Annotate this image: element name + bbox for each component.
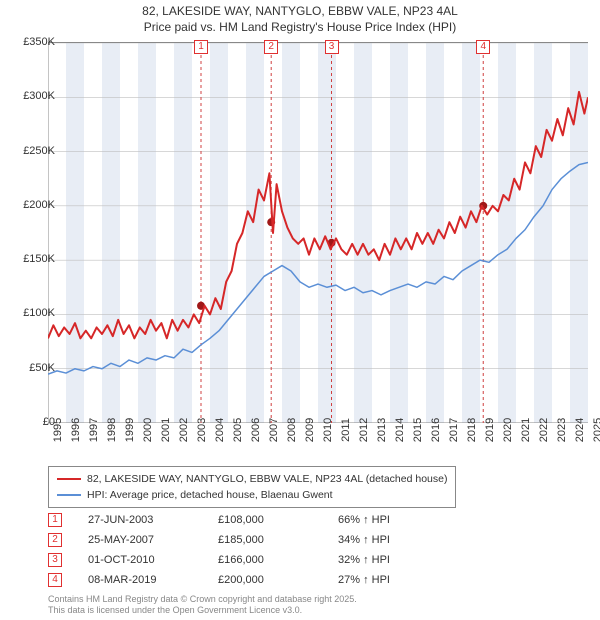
sale-price-1: £108,000 <box>218 514 338 526</box>
attribution-line-1: Contains HM Land Registry data © Crown c… <box>48 594 357 605</box>
legend-label-price-paid: 82, LAKESIDE WAY, NANTYGLO, EBBW VALE, N… <box>87 473 447 485</box>
sale-price-3: £166,000 <box>218 554 338 566</box>
sale-marker-1: 1 <box>48 513 62 527</box>
sale-marker-box: 1 <box>194 40 208 54</box>
x-tick-label: 1999 <box>124 418 136 442</box>
y-tick-label: £100K <box>23 307 55 319</box>
x-tick-label: 2011 <box>340 418 352 442</box>
sale-row-3: 3 01-OCT-2010 £166,000 32% ↑ HPI <box>48 550 438 570</box>
legend-item-price-paid: 82, LAKESIDE WAY, NANTYGLO, EBBW VALE, N… <box>57 471 447 487</box>
sale-date-2: 25-MAY-2007 <box>88 534 218 546</box>
x-tick-label: 2010 <box>322 418 334 442</box>
sale-marker-2: 2 <box>48 533 62 547</box>
x-tick-label: 2015 <box>412 418 424 442</box>
attribution-line-2: This data is licensed under the Open Gov… <box>48 605 357 616</box>
y-tick-label: £250K <box>23 145 55 157</box>
sale-marker-box: 4 <box>476 40 490 54</box>
x-tick-label: 2016 <box>430 418 442 442</box>
sale-pct-3: 32% ↑ HPI <box>338 554 438 566</box>
x-tick-label: 2013 <box>376 418 388 442</box>
x-tick-label: 1998 <box>106 418 118 442</box>
x-tick-label: 1995 <box>52 418 64 442</box>
x-tick-label: 2007 <box>268 418 280 442</box>
sale-marker-4: 4 <box>48 573 62 587</box>
x-tick-label: 2001 <box>160 418 172 442</box>
y-tick-label: £300K <box>23 90 55 102</box>
x-tick-label: 2020 <box>502 418 514 442</box>
title-line-2: Price paid vs. HM Land Registry's House … <box>0 20 600 36</box>
x-tick-label: 2012 <box>358 418 370 442</box>
y-tick-label: £200K <box>23 199 55 211</box>
x-tick-label: 2002 <box>178 418 190 442</box>
x-tick-label: 2023 <box>556 418 568 442</box>
chart-container: 82, LAKESIDE WAY, NANTYGLO, EBBW VALE, N… <box>0 0 600 620</box>
x-tick-label: 2021 <box>520 418 532 442</box>
sale-date-1: 27-JUN-2003 <box>88 514 218 526</box>
sale-marker-box: 2 <box>264 40 278 54</box>
legend-swatch-price-paid <box>57 478 81 481</box>
legend-label-hpi: HPI: Average price, detached house, Blae… <box>87 489 333 501</box>
sale-date-4: 08-MAR-2019 <box>88 574 218 586</box>
y-tick-label: £350K <box>23 36 55 48</box>
x-tick-label: 2009 <box>304 418 316 442</box>
title-block: 82, LAKESIDE WAY, NANTYGLO, EBBW VALE, N… <box>0 0 600 37</box>
x-tick-label: 2019 <box>484 418 496 442</box>
x-tick-label: 2025 <box>592 418 600 442</box>
sale-row-1: 1 27-JUN-2003 £108,000 66% ↑ HPI <box>48 510 438 530</box>
x-tick-label: 1997 <box>88 418 100 442</box>
chart-plot-area <box>48 42 588 422</box>
sales-table: 1 27-JUN-2003 £108,000 66% ↑ HPI 2 25-MA… <box>48 510 438 590</box>
legend-box: 82, LAKESIDE WAY, NANTYGLO, EBBW VALE, N… <box>48 466 456 508</box>
x-tick-label: 2000 <box>142 418 154 442</box>
x-tick-label: 2003 <box>196 418 208 442</box>
sale-date-3: 01-OCT-2010 <box>88 554 218 566</box>
y-tick-label: £50K <box>29 362 55 374</box>
sale-marker-3: 3 <box>48 553 62 567</box>
sale-price-4: £200,000 <box>218 574 338 586</box>
sale-price-2: £185,000 <box>218 534 338 546</box>
x-tick-label: 2024 <box>574 418 586 442</box>
legend-item-hpi: HPI: Average price, detached house, Blae… <box>57 487 447 503</box>
title-line-1: 82, LAKESIDE WAY, NANTYGLO, EBBW VALE, N… <box>0 4 600 20</box>
sale-pct-1: 66% ↑ HPI <box>338 514 438 526</box>
sale-row-2: 2 25-MAY-2007 £185,000 34% ↑ HPI <box>48 530 438 550</box>
x-tick-label: 1996 <box>70 418 82 442</box>
sale-pct-2: 34% ↑ HPI <box>338 534 438 546</box>
sale-marker-box: 3 <box>325 40 339 54</box>
x-tick-label: 2022 <box>538 418 550 442</box>
sale-pct-4: 27% ↑ HPI <box>338 574 438 586</box>
chart-svg <box>48 43 588 423</box>
x-tick-label: 2004 <box>214 418 226 442</box>
legend-swatch-hpi <box>57 494 81 496</box>
x-tick-label: 2014 <box>394 418 406 442</box>
x-tick-label: 2017 <box>448 418 460 442</box>
x-tick-label: 2005 <box>232 418 244 442</box>
x-tick-label: 2018 <box>466 418 478 442</box>
attribution-text: Contains HM Land Registry data © Crown c… <box>48 594 357 617</box>
x-tick-label: 2006 <box>250 418 262 442</box>
y-tick-label: £150K <box>23 253 55 265</box>
x-tick-label: 2008 <box>286 418 298 442</box>
sale-row-4: 4 08-MAR-2019 £200,000 27% ↑ HPI <box>48 570 438 590</box>
